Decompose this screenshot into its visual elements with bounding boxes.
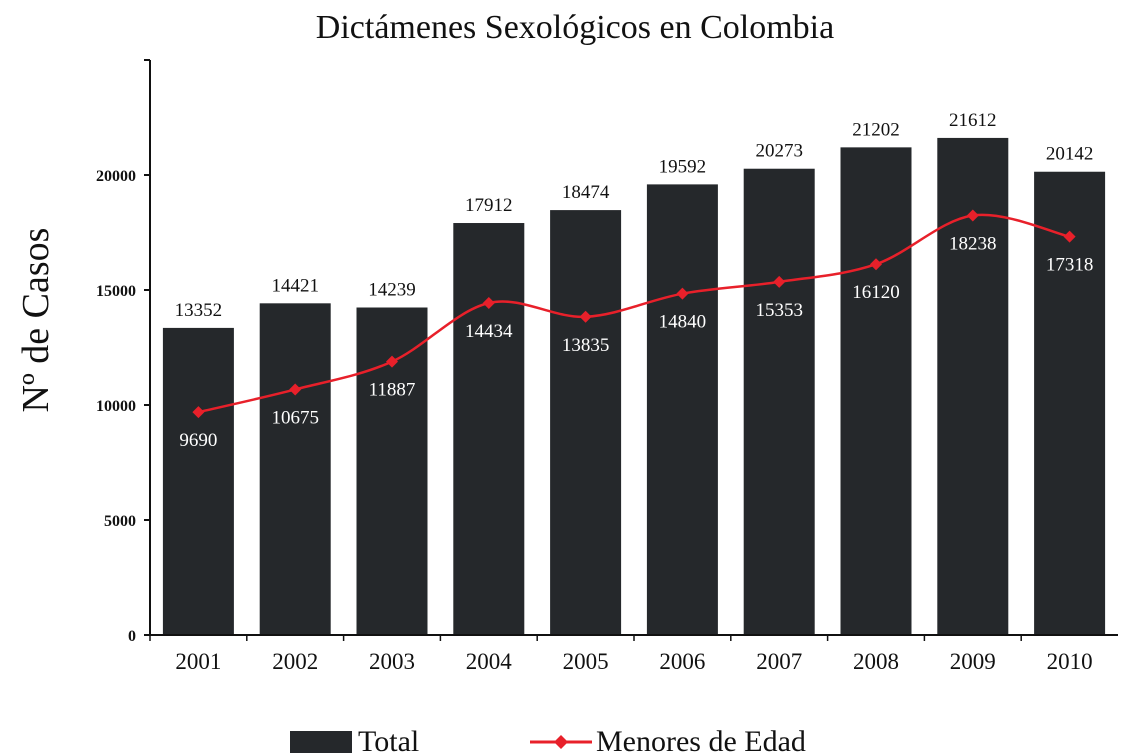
chart-title: Dictámenes Sexológicos en Colombia	[316, 9, 834, 46]
line-point-2007	[773, 275, 786, 288]
y-tick-label-20000: 20000	[96, 168, 136, 185]
bar-label-2007: 20273	[755, 141, 803, 162]
x-tick-label-2003: 2003	[369, 649, 415, 674]
x-tick-label-2005: 2005	[563, 649, 609, 674]
line-point-2002	[289, 383, 302, 396]
bar-2004	[453, 223, 525, 636]
bar-label-2006: 19592	[659, 156, 707, 177]
x-tick-label-2010: 2010	[1047, 649, 1093, 674]
x-tick-label-2009: 2009	[950, 649, 996, 674]
line-point-2010	[1063, 230, 1076, 243]
line-series	[192, 209, 1076, 419]
line-label-2008: 16120	[852, 282, 900, 303]
y-tick-label-15000: 15000	[96, 283, 136, 300]
line-point-2006	[676, 287, 689, 300]
bars-group	[162, 137, 1106, 636]
x-tick-label-2001: 2001	[175, 649, 221, 674]
line-label-2007: 15353	[755, 300, 803, 321]
line-menores-de-edad	[198, 213, 1070, 414]
bar-label-2002: 14421	[271, 275, 319, 296]
bar-label-2010: 20142	[1046, 144, 1094, 165]
bar-2007	[743, 168, 815, 635]
bar-label-2009: 21612	[949, 110, 997, 131]
bar-label-2003: 14239	[368, 280, 416, 301]
line-point-2009	[966, 209, 979, 222]
legend-swatch-total	[290, 731, 352, 753]
line-label-2002: 10675	[271, 407, 319, 428]
bar-2008	[840, 147, 912, 635]
x-tick-label-2007: 2007	[756, 649, 802, 674]
line-label-2001: 9690	[179, 430, 217, 451]
x-axis: 2001 2002 2003 2004 2005 2006 2007 2008 2009 2010	[144, 634, 1118, 674]
y-tick-label-0: 0	[128, 628, 136, 645]
line-label-2010: 17318	[1046, 255, 1094, 276]
bar-2010	[1034, 171, 1106, 635]
line-point-2001	[192, 406, 205, 419]
line-label-2009: 18238	[949, 234, 997, 255]
line-point-2003	[386, 355, 398, 368]
y-tick-label-10000: 10000	[96, 398, 136, 415]
line-point-2008	[870, 258, 882, 271]
line-point-2004	[482, 297, 495, 310]
line-value-labels: 9690 10675 11887 14434 13835 14840 15353 16120 1…	[179, 234, 1093, 452]
legend-diamond-menores	[554, 735, 568, 749]
line-label-2003: 11887	[369, 380, 416, 401]
line-label-2006: 14840	[659, 312, 707, 333]
x-tick-label-2006: 2006	[659, 649, 705, 674]
bar-2005	[550, 210, 622, 635]
bar-value-labels: 13352 14421 14239 17912 18474 19592 20273 21202…	[175, 110, 1094, 321]
legend-label-menores: Menores de Edad	[596, 725, 806, 755]
x-tick-label-2004: 2004	[466, 649, 513, 674]
line-label-2005: 13835	[562, 335, 610, 356]
y-axis: 0 5000 10000 15000 20000	[96, 59, 151, 645]
bar-label-2005: 18474	[562, 182, 610, 203]
y-tick-label-5000: 5000	[104, 513, 136, 530]
bar-label-2001: 13352	[175, 300, 223, 321]
x-tick-label-2002: 2002	[272, 649, 318, 674]
bar-2006	[646, 184, 718, 635]
y-axis-label: Nº de Casos	[15, 228, 57, 413]
bar-2002	[259, 303, 331, 635]
bar-label-2008: 21202	[852, 119, 900, 140]
bar-label-2004: 17912	[465, 195, 513, 216]
legend-label-total: Total	[358, 725, 419, 755]
line-label-2004: 14434	[465, 321, 513, 342]
legend: Total Menores de Edad	[290, 725, 806, 755]
bar-2001	[162, 327, 234, 635]
line-point-2005	[579, 310, 592, 323]
x-tick-label-2008: 2008	[853, 649, 899, 674]
